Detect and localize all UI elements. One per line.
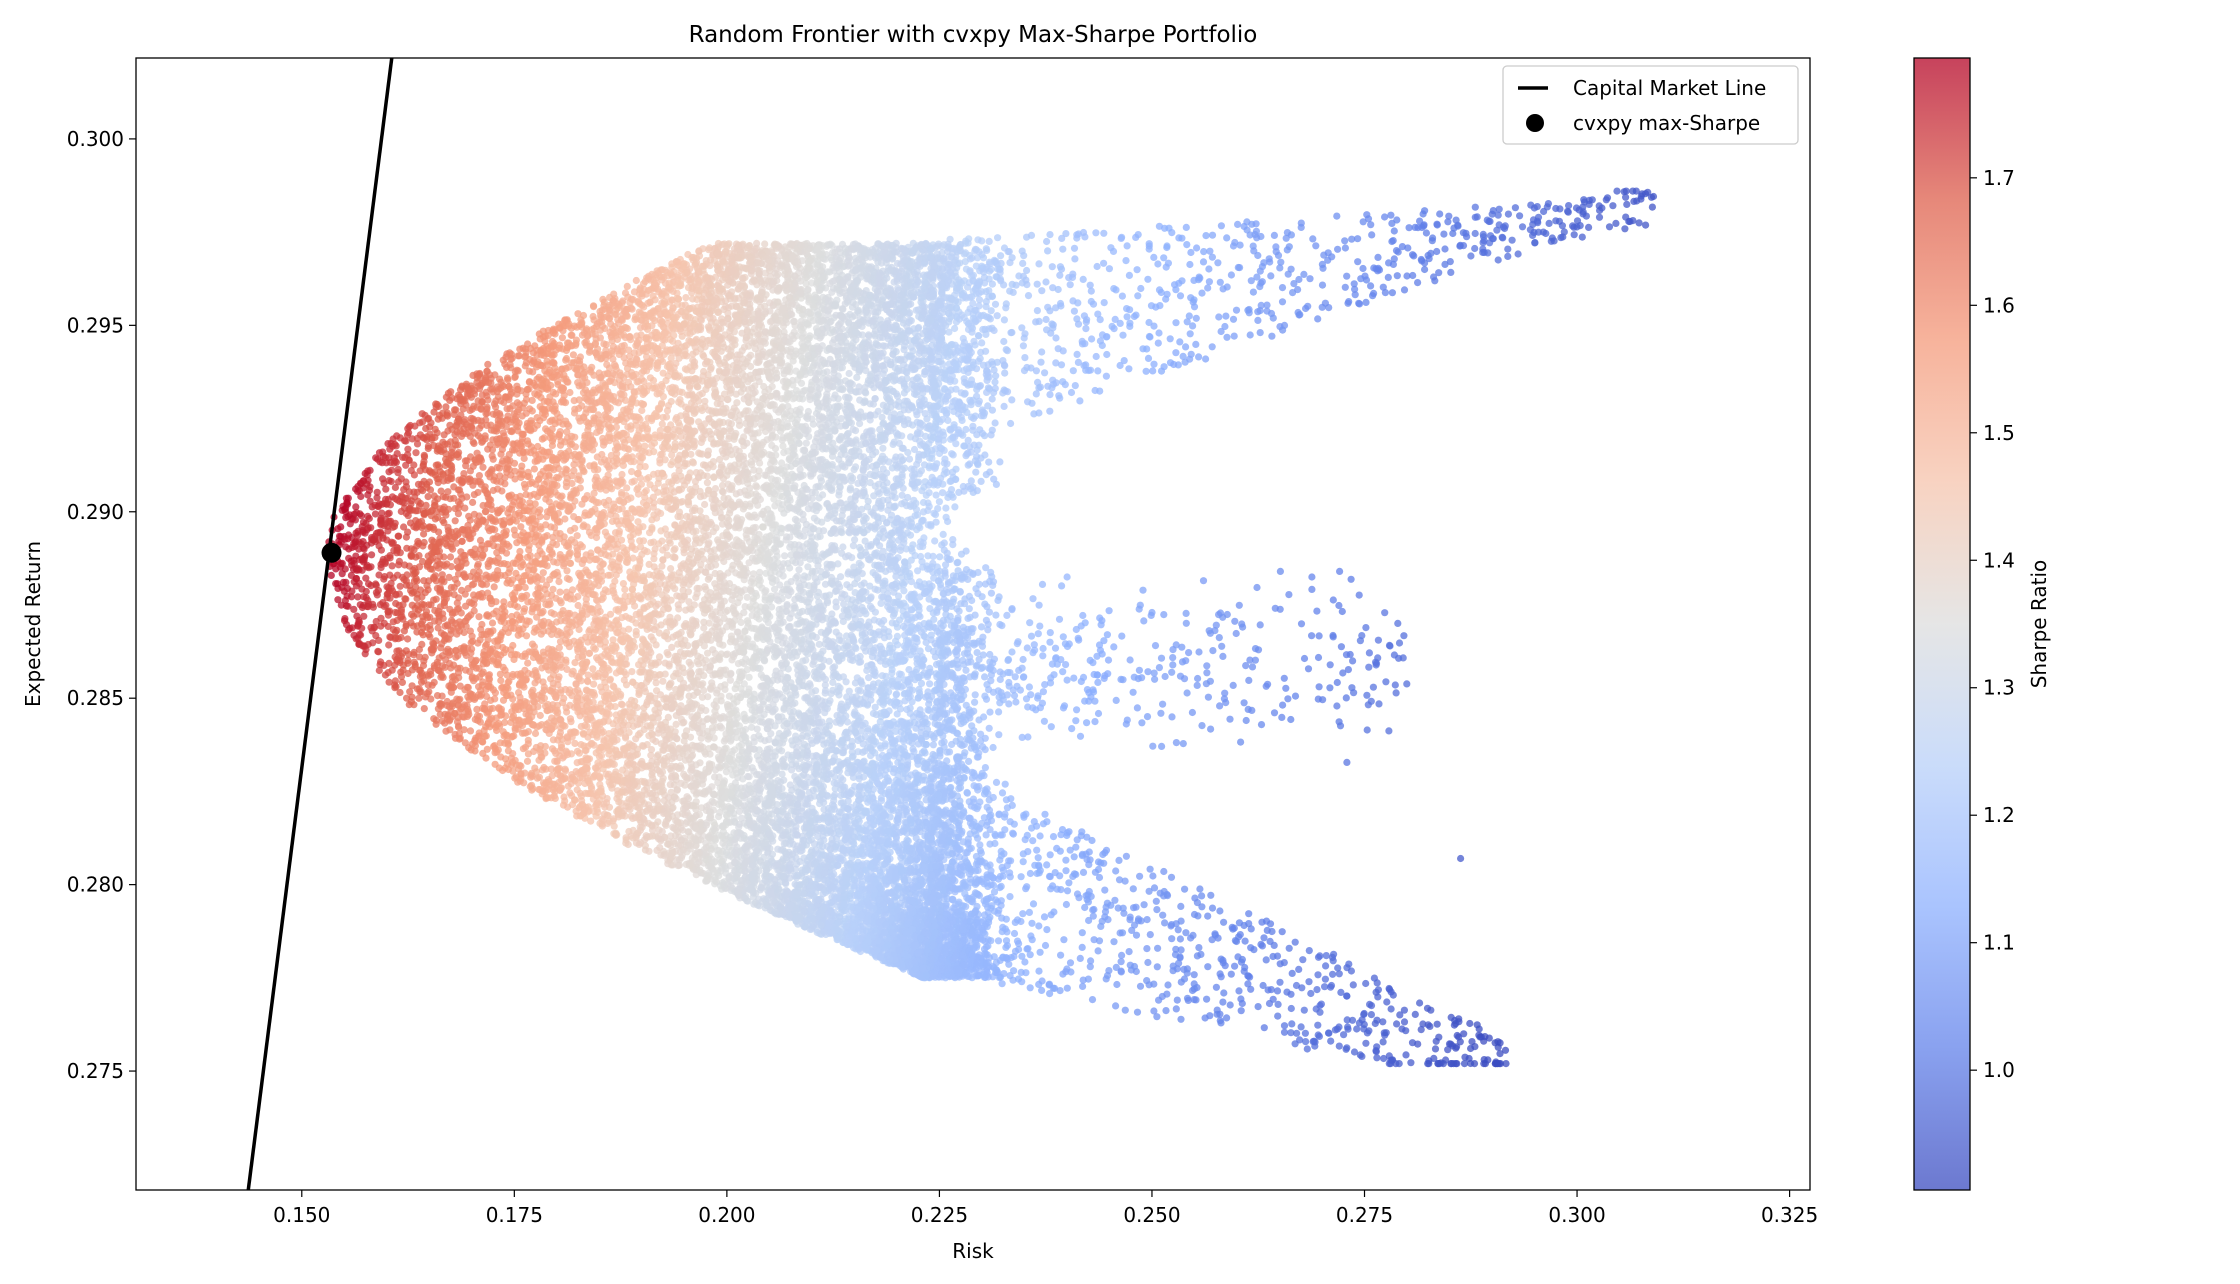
scatter-point bbox=[991, 419, 999, 427]
scatter-point bbox=[677, 715, 686, 724]
scatter-point bbox=[992, 778, 1001, 787]
scatter-point bbox=[865, 674, 873, 682]
scatter-point bbox=[531, 729, 540, 738]
scatter-point bbox=[965, 605, 973, 613]
scatter-point bbox=[385, 641, 393, 649]
scatter-point bbox=[701, 500, 709, 509]
scatter-point bbox=[334, 596, 342, 604]
scatter-point bbox=[1000, 402, 1008, 410]
scatter-points bbox=[325, 187, 1658, 1068]
scatter-point bbox=[549, 585, 557, 593]
scatter-point bbox=[371, 510, 379, 518]
scatter-point bbox=[496, 670, 504, 678]
scatter-point bbox=[809, 660, 817, 669]
scatter-point bbox=[424, 493, 432, 501]
scatter-point bbox=[982, 564, 990, 572]
scatter-point bbox=[728, 747, 736, 755]
scatter-point bbox=[996, 675, 1004, 684]
scatter-point bbox=[509, 750, 517, 758]
scatter-point bbox=[562, 469, 570, 477]
scatter-point bbox=[879, 444, 887, 452]
scatter-point bbox=[667, 565, 675, 573]
scatter-point bbox=[547, 609, 555, 617]
scatter-point bbox=[623, 282, 631, 290]
scatter-point bbox=[985, 458, 993, 466]
scatter-point bbox=[566, 388, 574, 397]
scatter-point bbox=[451, 517, 459, 525]
scatter-point bbox=[995, 708, 1003, 716]
scatter-point bbox=[926, 680, 934, 688]
scatter-point bbox=[755, 467, 763, 475]
scatter-point bbox=[972, 468, 980, 476]
scatter-point bbox=[484, 360, 492, 368]
scatter-point bbox=[991, 300, 1000, 308]
scatter-point bbox=[432, 637, 440, 645]
chart-title: Random Frontier with cvxpy Max-Sharpe Po… bbox=[689, 22, 1258, 48]
scatter-point bbox=[840, 600, 848, 608]
scatter-point bbox=[672, 720, 680, 729]
scatter-point bbox=[877, 599, 885, 608]
scatter-point bbox=[989, 743, 997, 752]
scatter-point bbox=[497, 676, 505, 685]
scatter-point bbox=[366, 497, 374, 505]
scatter-point bbox=[536, 711, 544, 720]
scatter-point bbox=[850, 466, 858, 474]
scatter-point bbox=[647, 539, 655, 547]
scatter-point bbox=[949, 541, 957, 549]
scatter-point bbox=[998, 789, 1007, 797]
scatter-point bbox=[470, 439, 478, 448]
scatter-point bbox=[475, 613, 483, 621]
scatter-point bbox=[898, 491, 906, 499]
scatter-point bbox=[965, 757, 973, 766]
scatter-point bbox=[987, 568, 995, 577]
scatter-point bbox=[510, 459, 519, 467]
scatter-point bbox=[576, 353, 585, 361]
scatter-point bbox=[981, 692, 989, 700]
scatter-point bbox=[584, 733, 592, 741]
scatter-point bbox=[932, 491, 940, 499]
scatter-point bbox=[391, 677, 399, 685]
scatter-point bbox=[682, 294, 690, 302]
scatter-point bbox=[663, 551, 671, 559]
scatter-point bbox=[551, 757, 559, 765]
scatter-point bbox=[971, 698, 979, 706]
scatter-point bbox=[795, 566, 803, 574]
scatter-point bbox=[949, 536, 957, 544]
scatter-point bbox=[621, 585, 629, 594]
scatter-point bbox=[388, 562, 396, 570]
